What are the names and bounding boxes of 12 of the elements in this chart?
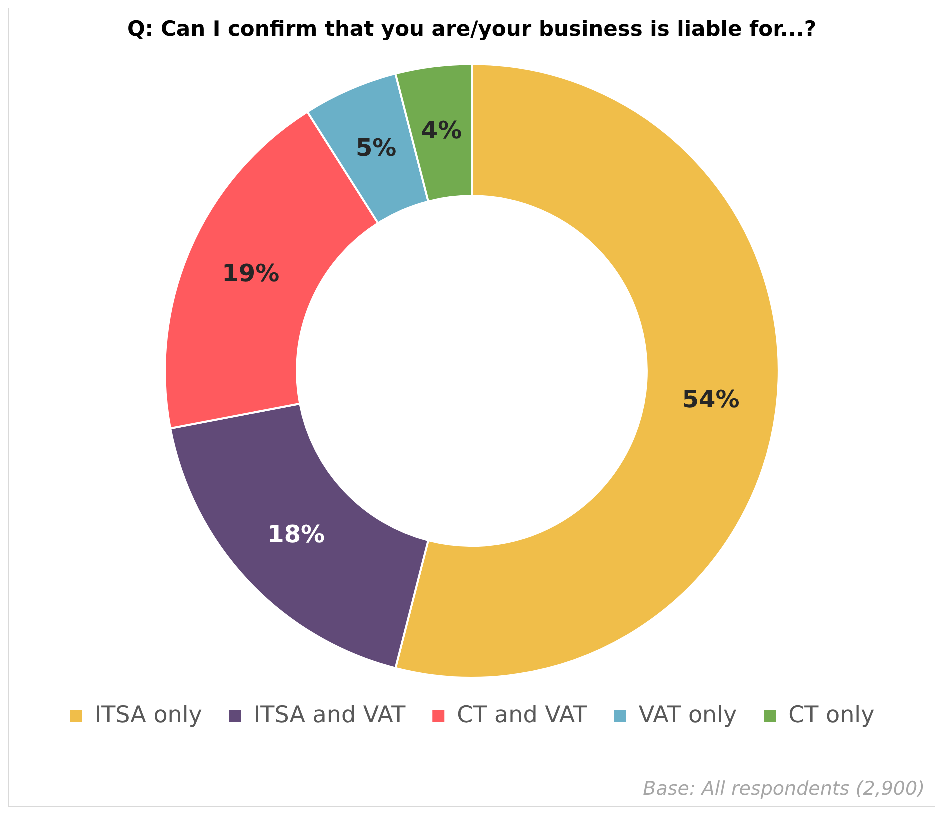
chart-title: Q: Can I confirm that you are/your business is liable for...? (127, 17, 817, 42)
legend-label: CT only (788, 702, 875, 728)
legend-label: CT and VAT (457, 702, 588, 728)
data-label: 5% (356, 134, 397, 162)
data-label: 54% (682, 386, 740, 414)
data-label: 19% (222, 260, 280, 288)
data-label: 4% (421, 116, 462, 144)
legend-label: ITSA only (94, 702, 202, 728)
legend-label: VAT only (638, 702, 738, 728)
text: Base: All respondents (2,900) (642, 777, 926, 802)
data-label: 18% (268, 520, 326, 548)
legend-label: ITSA and VAT (254, 702, 407, 728)
